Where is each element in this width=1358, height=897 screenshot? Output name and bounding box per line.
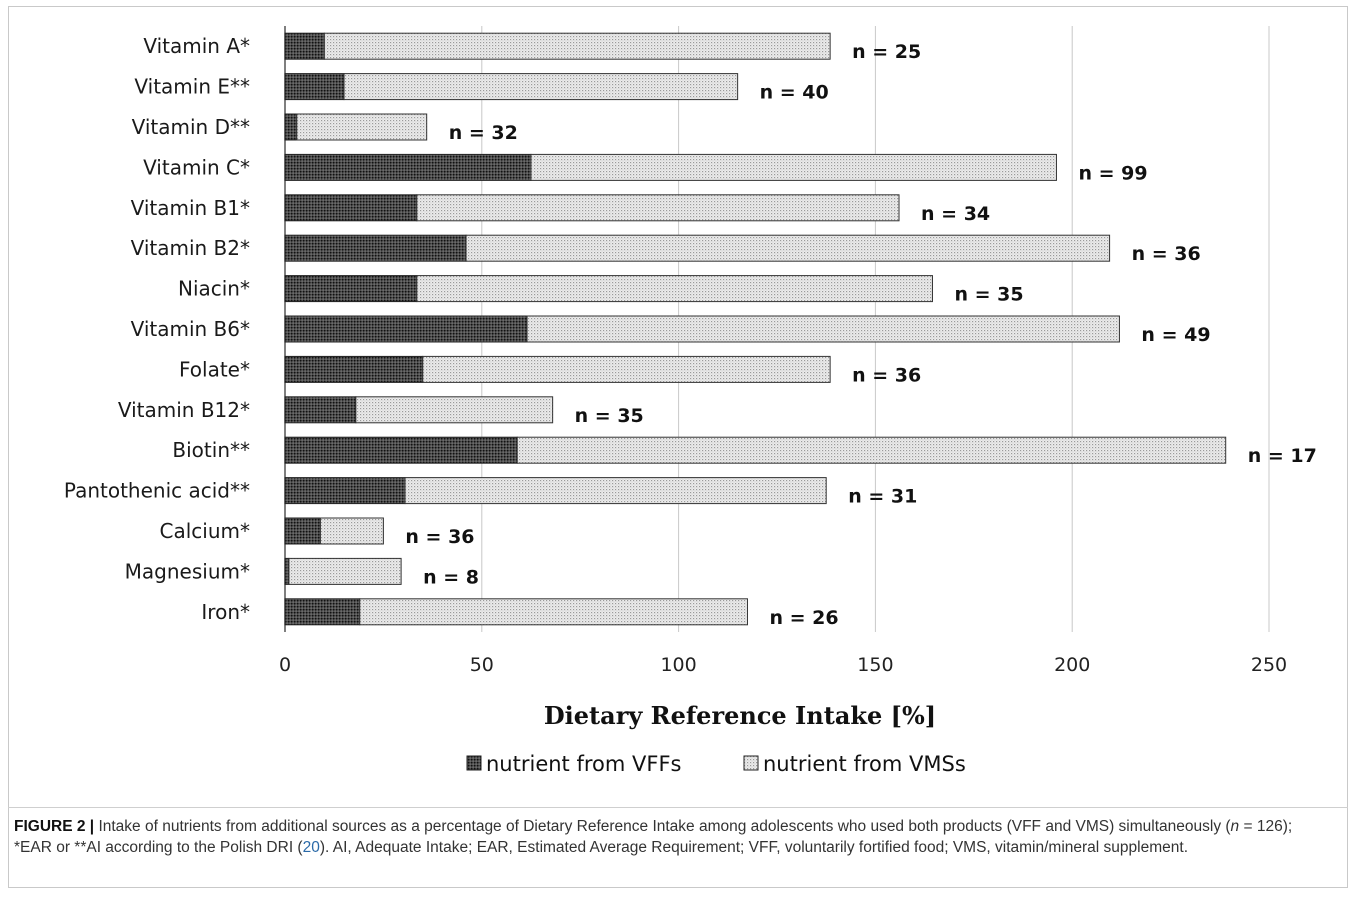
- category-label: Vitamin A*: [143, 34, 250, 58]
- bar-vff: [284, 32, 325, 60]
- bar-vms: [359, 598, 748, 626]
- sample-size-label: n = 32: [449, 122, 518, 144]
- category-label: Iron*: [201, 600, 250, 624]
- bar-vff: [284, 113, 298, 141]
- category-label: Folate*: [179, 357, 250, 381]
- sample-size-label: n = 99: [1078, 162, 1147, 184]
- bar-vms: [288, 557, 402, 585]
- bar-vff: [284, 436, 518, 464]
- legend-swatch: [743, 755, 759, 771]
- caption-text-part1: Intake of nutrients from additional sour…: [94, 818, 1231, 835]
- caption-text-part2: = 126); *EAR or **AI according to the Po…: [14, 818, 1293, 856]
- bar-vms: [416, 194, 900, 222]
- sample-size-label: n = 49: [1141, 324, 1210, 346]
- sample-size-label: n = 35: [954, 284, 1023, 306]
- sample-size-label: n = 17: [1248, 445, 1317, 467]
- figure-caption: FIGURE 2 | Intake of nutrients from addi…: [14, 816, 1334, 858]
- x-tick-labels: 0 50 100 150 200 250: [279, 654, 1287, 676]
- bar-vff: [284, 73, 345, 101]
- bar-vms: [530, 153, 1057, 181]
- caption-figure-label: FIGURE 2 |: [14, 818, 95, 835]
- category-label: Biotin**: [172, 438, 250, 462]
- sample-size-label: n = 31: [848, 486, 917, 508]
- caption-text-part3: ). AI, Adequate Intake; EAR, Estimated A…: [319, 839, 1188, 856]
- category-labels: Vitamin A* n = 25 Vitamin E** n = 40 Vitamin…: [64, 34, 1317, 629]
- sample-size-label: n = 40: [760, 82, 829, 104]
- caption-divider: [8, 807, 1348, 808]
- bar-vms: [323, 32, 831, 60]
- legend: nutrient from VFFs nutrient from VMSs: [466, 752, 966, 776]
- caption-n-symbol: n: [1230, 818, 1240, 835]
- bars: [284, 32, 1227, 626]
- sample-size-label: n = 26: [769, 607, 838, 629]
- bar-vms: [526, 315, 1120, 343]
- bar-vms: [319, 517, 384, 545]
- sample-size-label: n = 8: [423, 566, 479, 588]
- x-axis-title: Dietary Reference Intake [%]: [544, 701, 936, 730]
- bar-vms: [296, 113, 428, 141]
- bar-vff: [284, 194, 418, 222]
- bar-vff: [284, 517, 321, 545]
- category-label: Vitamin B2*: [131, 236, 250, 260]
- bar-vff: [284, 315, 528, 343]
- x-tick-label: 200: [1054, 654, 1090, 676]
- category-label: Vitamin B1*: [131, 196, 250, 220]
- sample-size-label: n = 36: [405, 526, 474, 548]
- bar-vms: [516, 436, 1227, 464]
- category-label: Vitamin B12*: [118, 398, 250, 422]
- category-label: Vitamin C*: [143, 155, 250, 179]
- chart: Vitamin A* n = 25 Vitamin E** n = 40 Vitamin…: [64, 26, 1317, 776]
- bar-vms: [465, 234, 1111, 262]
- caption-reference-link[interactable]: 20: [302, 839, 320, 856]
- sample-size-label: n = 25: [852, 41, 921, 63]
- sample-size-label: n = 36: [1132, 243, 1201, 265]
- legend-label: nutrient from VMSs: [763, 752, 966, 776]
- bar-vms: [416, 275, 933, 303]
- sample-size-label: n = 35: [575, 405, 644, 427]
- category-label: Magnesium*: [125, 559, 250, 583]
- category-label: Vitamin B6*: [131, 317, 250, 341]
- bar-vff: [284, 477, 406, 505]
- category-label: Vitamin D**: [132, 115, 250, 139]
- bar-vff: [284, 598, 361, 626]
- bar-vff: [284, 234, 467, 262]
- sample-size-label: n = 36: [852, 364, 921, 386]
- legend-swatch: [466, 755, 482, 771]
- bar-vff: [284, 153, 532, 181]
- bar-vms: [343, 73, 739, 101]
- category-label: Niacin*: [178, 277, 250, 301]
- bar-vms: [422, 355, 831, 383]
- sample-size-label: n = 34: [921, 203, 990, 225]
- bar-vms: [355, 396, 554, 424]
- x-tick-label: 0: [279, 654, 291, 676]
- legend-label: nutrient from VFFs: [486, 752, 681, 776]
- bar-vff: [284, 396, 357, 424]
- category-label: Calcium*: [160, 519, 251, 543]
- x-tick-label: 100: [660, 654, 696, 676]
- x-tick-label: 250: [1251, 654, 1287, 676]
- bar-vms: [404, 477, 827, 505]
- x-tick-label: 150: [857, 654, 893, 676]
- x-tick-label: 50: [470, 654, 494, 676]
- category-label: Vitamin E**: [134, 75, 250, 99]
- category-label: Pantothenic acid**: [64, 479, 250, 503]
- bar-vff: [284, 355, 424, 383]
- bar-vff: [284, 557, 290, 585]
- bar-vff: [284, 275, 418, 303]
